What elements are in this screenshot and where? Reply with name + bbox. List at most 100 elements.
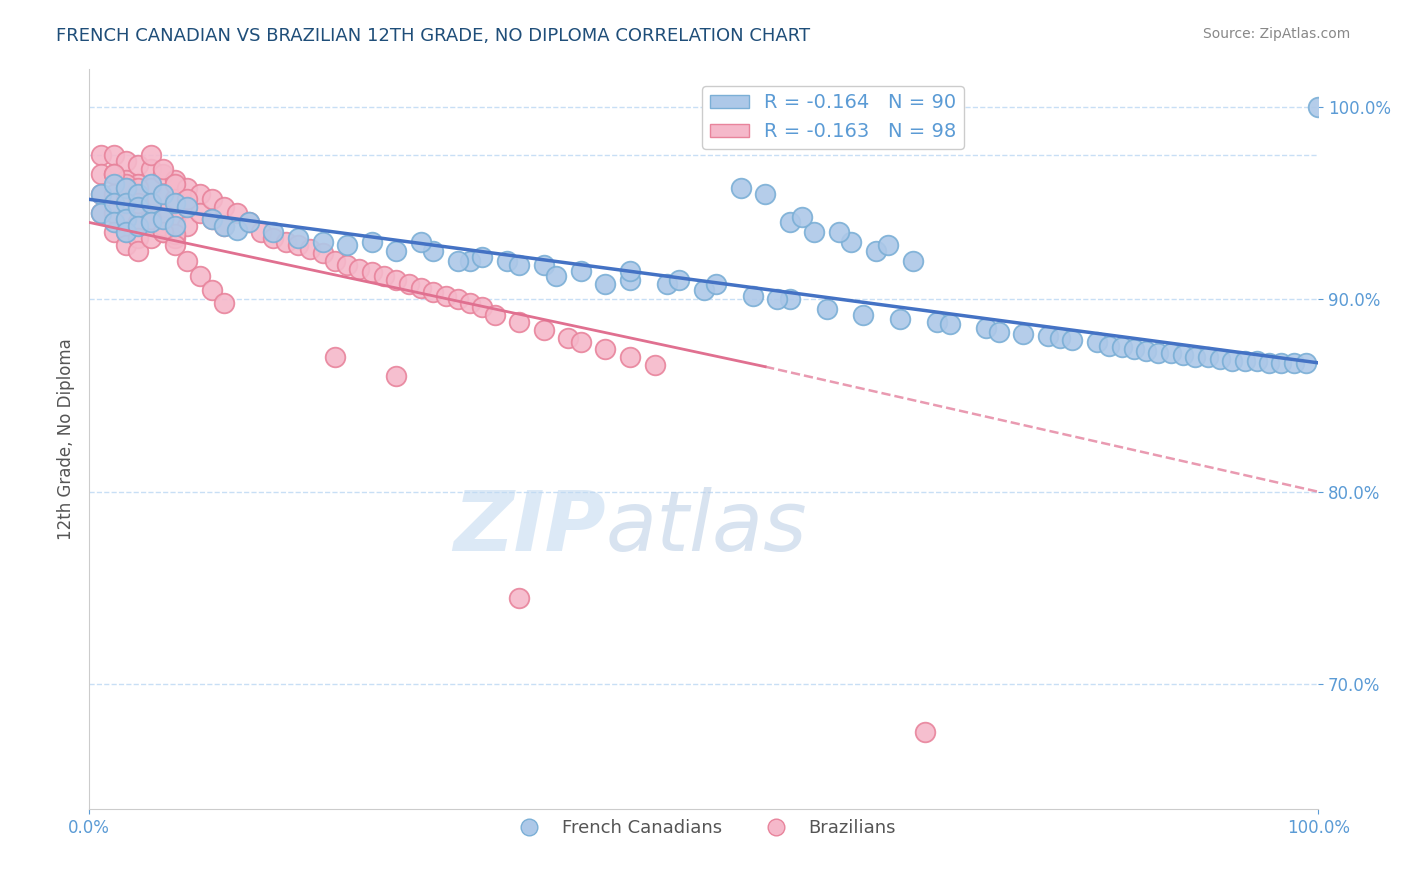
- French Canadians: [176, 200, 198, 214]
- French Canadians: [1270, 356, 1292, 370]
- French Canadians: [447, 253, 470, 268]
- French Canadians: [927, 315, 949, 329]
- Brazilians: [508, 591, 530, 605]
- Brazilians: [484, 308, 506, 322]
- Brazilians: [127, 192, 149, 206]
- Brazilians: [152, 211, 174, 226]
- French Canadians: [852, 308, 875, 322]
- French Canadians: [225, 223, 247, 237]
- Brazilians: [139, 215, 162, 229]
- Brazilians: [214, 200, 236, 214]
- Brazilians: [458, 296, 481, 310]
- French Canadians: [422, 244, 444, 259]
- French Canadians: [360, 235, 382, 249]
- Brazilians: [557, 331, 579, 345]
- French Canadians: [201, 211, 224, 226]
- French Canadians: [877, 238, 900, 252]
- Brazilians: [914, 725, 936, 739]
- French Canadians: [839, 235, 862, 249]
- French Canadians: [1049, 331, 1071, 345]
- French Canadians: [1184, 350, 1206, 364]
- Brazilians: [176, 200, 198, 214]
- Brazilians: [90, 186, 112, 201]
- Text: atlas: atlas: [606, 487, 807, 568]
- Brazilians: [422, 285, 444, 299]
- Brazilians: [165, 211, 187, 226]
- Brazilians: [90, 148, 112, 162]
- French Canadians: [214, 219, 236, 234]
- Brazilians: [127, 177, 149, 191]
- Brazilians: [139, 148, 162, 162]
- Brazilians: [176, 253, 198, 268]
- French Canadians: [165, 196, 187, 211]
- French Canadians: [730, 181, 752, 195]
- Brazilians: [152, 186, 174, 201]
- Brazilians: [139, 161, 162, 176]
- French Canadians: [790, 210, 813, 224]
- French Canadians: [90, 206, 112, 220]
- French Canadians: [1246, 354, 1268, 368]
- French Canadians: [692, 283, 714, 297]
- French Canadians: [139, 196, 162, 211]
- French Canadians: [803, 225, 825, 239]
- French Canadians: [1295, 356, 1317, 370]
- Brazilians: [225, 206, 247, 220]
- Brazilians: [287, 238, 309, 252]
- French Canadians: [508, 258, 530, 272]
- Brazilians: [115, 173, 138, 187]
- French Canadians: [1197, 350, 1219, 364]
- Brazilians: [103, 148, 125, 162]
- Brazilians: [115, 225, 138, 239]
- French Canadians: [1147, 346, 1170, 360]
- French Canadians: [595, 277, 617, 291]
- Brazilians: [165, 177, 187, 191]
- Brazilians: [274, 235, 297, 249]
- French Canadians: [938, 318, 960, 332]
- Brazilians: [165, 238, 187, 252]
- Brazilians: [533, 323, 555, 337]
- French Canadians: [1209, 351, 1232, 366]
- Brazilians: [373, 269, 395, 284]
- Brazilians: [165, 192, 187, 206]
- French Canadians: [152, 186, 174, 201]
- Legend: French Canadians, Brazilians: French Canadians, Brazilians: [503, 812, 903, 845]
- French Canadians: [165, 219, 187, 234]
- French Canadians: [1220, 354, 1243, 368]
- French Canadians: [127, 219, 149, 234]
- Brazilians: [471, 300, 494, 314]
- French Canadians: [287, 231, 309, 245]
- Brazilians: [139, 196, 162, 211]
- French Canadians: [496, 253, 519, 268]
- Brazilians: [139, 231, 162, 245]
- Brazilians: [409, 281, 432, 295]
- French Canadians: [569, 263, 592, 277]
- Brazilians: [165, 173, 187, 187]
- Brazilians: [90, 206, 112, 220]
- Brazilians: [447, 293, 470, 307]
- Brazilians: [250, 225, 273, 239]
- French Canadians: [1122, 343, 1144, 357]
- French Canadians: [779, 293, 801, 307]
- French Canadians: [1233, 354, 1256, 368]
- Brazilians: [115, 177, 138, 191]
- Brazilians: [360, 265, 382, 279]
- French Canadians: [1258, 356, 1281, 370]
- Brazilians: [152, 167, 174, 181]
- Brazilians: [127, 231, 149, 245]
- French Canadians: [619, 263, 641, 277]
- Brazilians: [127, 244, 149, 259]
- Brazilians: [434, 288, 457, 302]
- Brazilians: [115, 238, 138, 252]
- French Canadians: [1308, 100, 1330, 114]
- French Canadians: [815, 301, 838, 316]
- Brazilians: [201, 192, 224, 206]
- Brazilians: [127, 158, 149, 172]
- French Canadians: [1135, 344, 1157, 359]
- Brazilians: [90, 167, 112, 181]
- Text: FRENCH CANADIAN VS BRAZILIAN 12TH GRADE, NO DIPLOMA CORRELATION CHART: FRENCH CANADIAN VS BRAZILIAN 12TH GRADE,…: [56, 27, 810, 45]
- Brazilians: [127, 196, 149, 211]
- French Canadians: [754, 186, 776, 201]
- French Canadians: [889, 311, 911, 326]
- Brazilians: [152, 225, 174, 239]
- Brazilians: [103, 206, 125, 220]
